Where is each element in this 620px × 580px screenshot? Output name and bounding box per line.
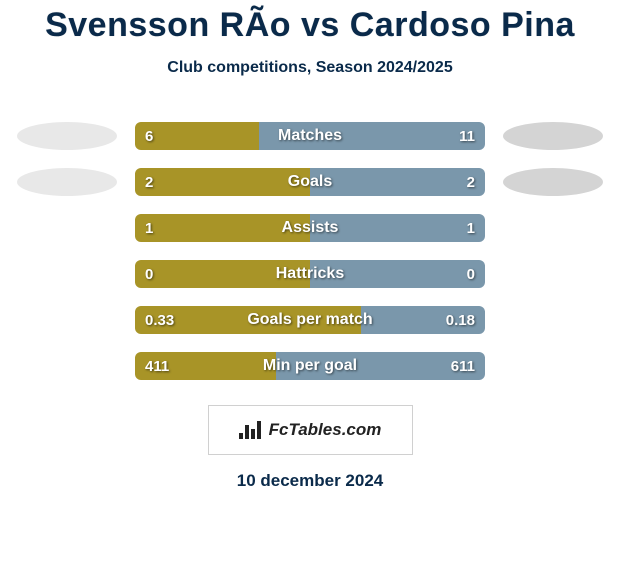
- stat-row: 22Goals: [0, 159, 620, 205]
- stat-row: 11Assists: [0, 205, 620, 251]
- stat-bar-left: [135, 214, 310, 242]
- stat-bar: 11Assists: [135, 214, 485, 242]
- stat-row: 00Hattricks: [0, 251, 620, 297]
- stats-chart: 611Matches 22Goals 11Assists 00Hattricks 0.3…: [0, 113, 620, 389]
- stat-row: 411611Min per goal: [0, 343, 620, 389]
- subtitle: Club competitions, Season 2024/2025: [0, 59, 620, 77]
- stat-bar-left: [135, 306, 361, 334]
- stat-bar: 22Goals: [135, 168, 485, 196]
- right-team-icon: [503, 122, 603, 150]
- fctables-icon: [239, 421, 261, 439]
- stat-row: 611Matches: [0, 113, 620, 159]
- date-label: 10 december 2024: [0, 471, 620, 491]
- fctables-label: FcTables.com: [269, 420, 382, 440]
- left-team-icon: [17, 168, 117, 196]
- left-team-icon: [17, 122, 117, 150]
- stat-bar: 411611Min per goal: [135, 352, 485, 380]
- stat-bar-right: [361, 306, 485, 334]
- stat-bar-left: [135, 168, 310, 196]
- stat-bar-right: [310, 214, 485, 242]
- fctables-badge: FcTables.com: [208, 405, 413, 455]
- stat-bar-left: [135, 260, 310, 288]
- stat-bar-left: [135, 352, 276, 380]
- stat-bar: 0.330.18Goals per match: [135, 306, 485, 334]
- stat-bar-right: [259, 122, 485, 150]
- stat-row: 0.330.18Goals per match: [0, 297, 620, 343]
- stat-bar: 611Matches: [135, 122, 485, 150]
- stat-bar-left: [135, 122, 259, 150]
- page-title: Svensson RÃo vs Cardoso Pina: [0, 0, 620, 45]
- stat-bar-right: [310, 168, 485, 196]
- stat-bar-right: [276, 352, 485, 380]
- stat-bar-right: [310, 260, 485, 288]
- right-team-icon: [503, 168, 603, 196]
- stat-bar: 00Hattricks: [135, 260, 485, 288]
